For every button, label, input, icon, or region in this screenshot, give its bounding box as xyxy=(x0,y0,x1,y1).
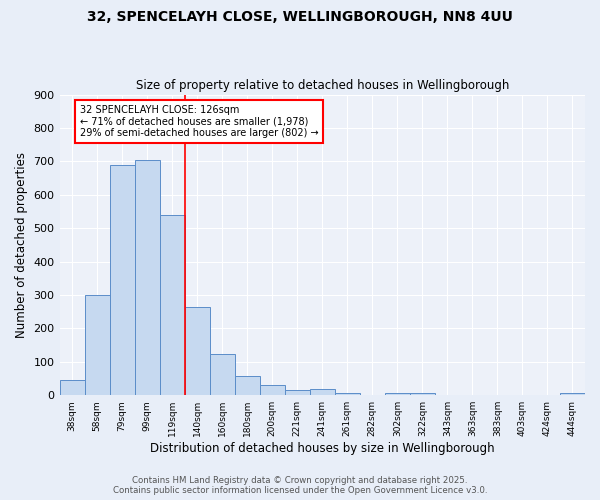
Bar xyxy=(235,376,260,395)
Title: Size of property relative to detached houses in Wellingborough: Size of property relative to detached ho… xyxy=(136,79,509,92)
Bar xyxy=(185,306,209,395)
Y-axis label: Number of detached properties: Number of detached properties xyxy=(15,152,28,338)
Bar xyxy=(260,385,285,395)
Bar xyxy=(285,390,310,395)
Bar xyxy=(59,380,85,395)
Bar xyxy=(560,392,585,395)
Bar xyxy=(310,388,335,395)
X-axis label: Distribution of detached houses by size in Wellingborough: Distribution of detached houses by size … xyxy=(150,442,494,455)
Text: 32, SPENCELAYH CLOSE, WELLINGBOROUGH, NN8 4UU: 32, SPENCELAYH CLOSE, WELLINGBOROUGH, NN… xyxy=(87,10,513,24)
Text: 32 SPENCELAYH CLOSE: 126sqm
← 71% of detached houses are smaller (1,978)
29% of : 32 SPENCELAYH CLOSE: 126sqm ← 71% of det… xyxy=(80,104,318,138)
Bar xyxy=(209,354,235,395)
Bar xyxy=(335,392,360,395)
Bar xyxy=(110,164,134,395)
Bar xyxy=(485,394,510,395)
Bar xyxy=(134,160,160,395)
Bar xyxy=(160,215,185,395)
Bar xyxy=(460,394,485,395)
Bar xyxy=(385,393,410,395)
Bar xyxy=(410,393,435,395)
Bar xyxy=(360,394,385,395)
Bar xyxy=(435,394,460,395)
Bar xyxy=(510,394,535,395)
Text: Contains HM Land Registry data © Crown copyright and database right 2025.
Contai: Contains HM Land Registry data © Crown c… xyxy=(113,476,487,495)
Bar xyxy=(85,295,110,395)
